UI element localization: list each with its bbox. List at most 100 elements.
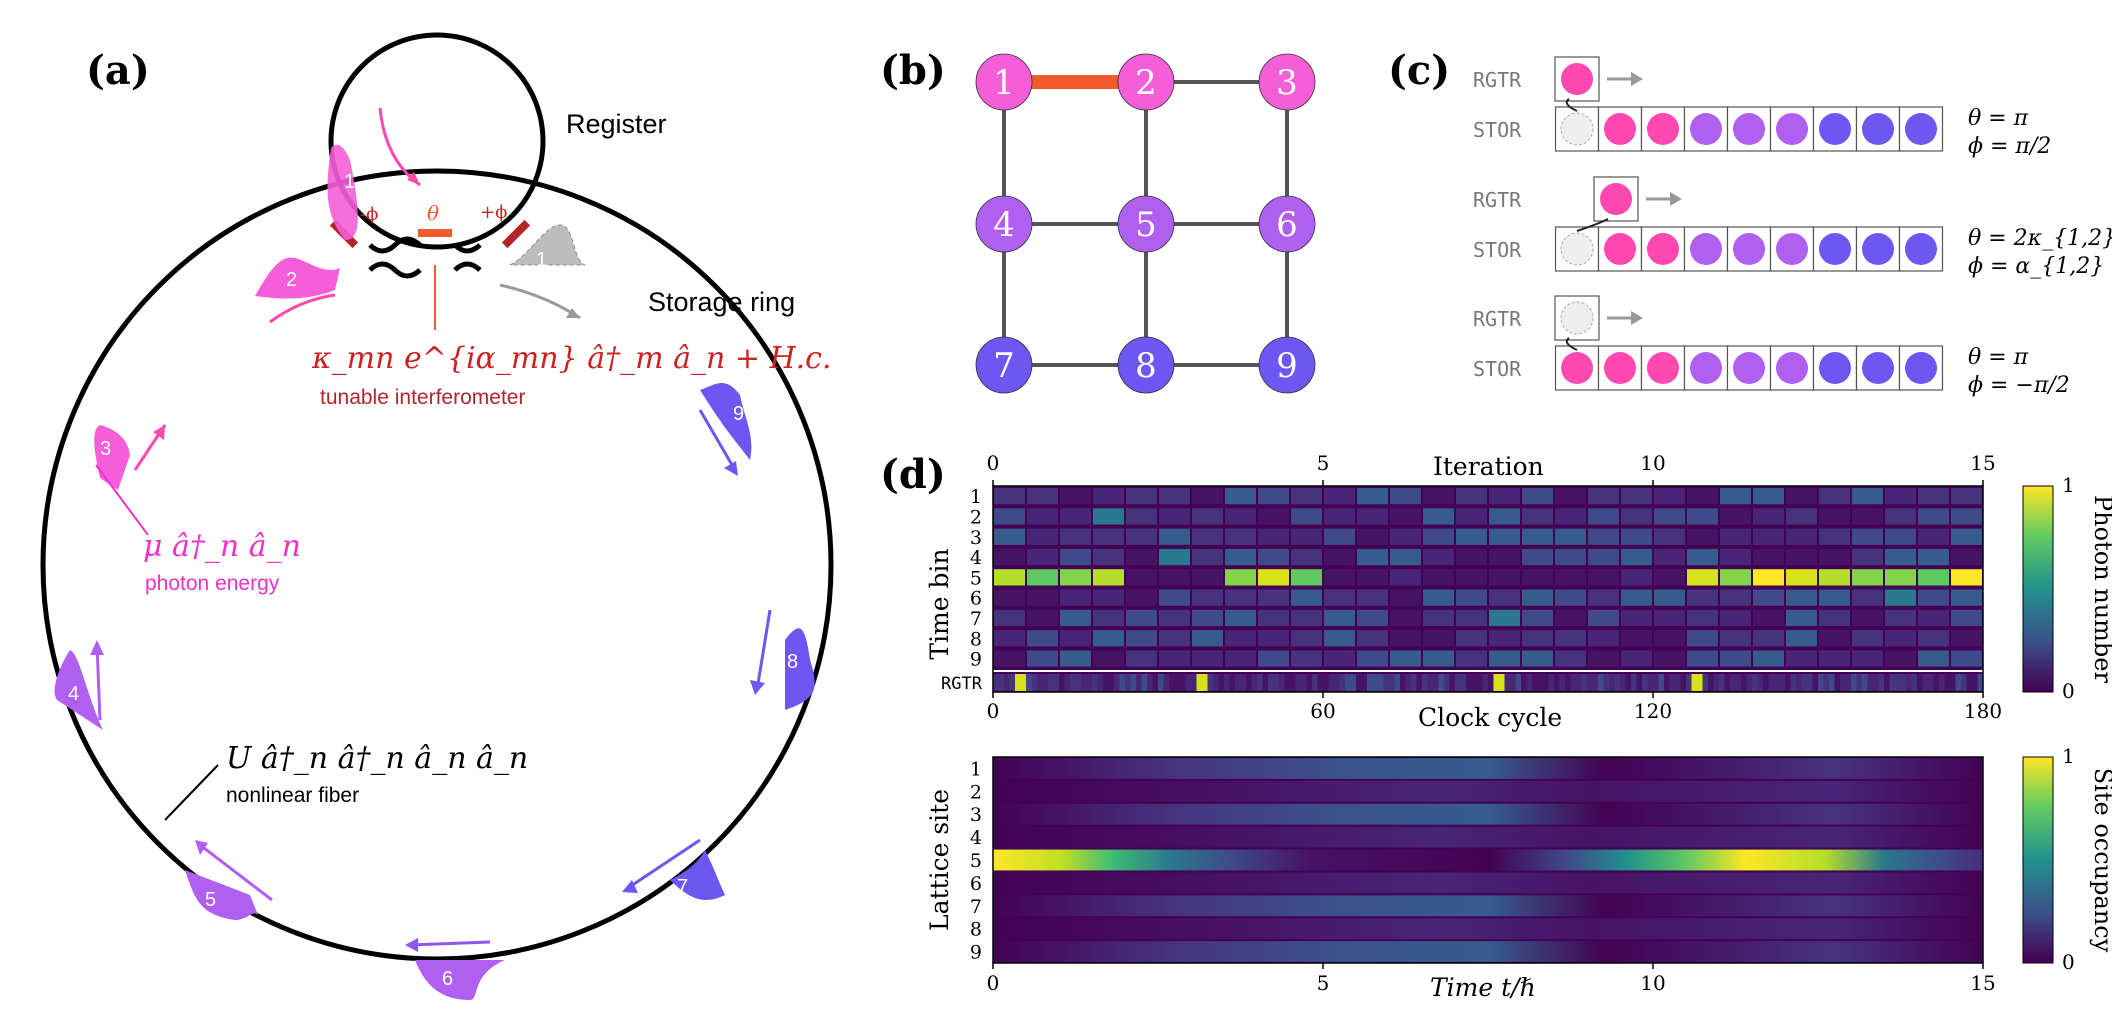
heatmap-cell xyxy=(1753,630,1784,647)
heatmap-cell xyxy=(1588,528,1619,545)
rgtr-cell xyxy=(1295,674,1302,691)
rgtr-cell xyxy=(1757,674,1764,691)
heatmap-cell xyxy=(1918,569,1949,586)
rgtr-label: RGTR xyxy=(1473,188,1522,212)
rgtr-cell xyxy=(1174,674,1181,691)
heatmap-cell xyxy=(1621,589,1652,606)
site-band xyxy=(993,918,1983,940)
rgtr-cell xyxy=(1570,674,1577,691)
storage-pulse xyxy=(1733,233,1765,265)
heatmap-cell xyxy=(1786,589,1817,606)
rgtr-cell xyxy=(1614,674,1621,691)
heatmap-cell xyxy=(1093,589,1124,606)
heatmap-cell xyxy=(1819,609,1850,627)
photon-colorbar-max: 1 xyxy=(2062,473,2075,497)
rgtr-cell xyxy=(1169,674,1175,691)
heatmap-cell xyxy=(1753,569,1784,586)
rgtr-cell xyxy=(1807,674,1813,691)
heatmap-cell xyxy=(1093,548,1124,566)
heatmap-cell xyxy=(1291,650,1322,667)
heatmap-cell xyxy=(1720,548,1751,566)
heatmap-cell xyxy=(1489,488,1520,505)
lattice-site-tick-label: 9 xyxy=(970,942,982,964)
heatmap-cell xyxy=(1885,650,1916,667)
time-bin-tick-label: 9 xyxy=(970,649,982,671)
energy-leader-line xyxy=(95,464,149,536)
rgtr-cell xyxy=(1697,674,1703,691)
rgtr-cell xyxy=(1218,674,1225,691)
pulse-5-arrow xyxy=(199,843,273,902)
heatmap-cell xyxy=(1720,508,1751,525)
rgtr-cell xyxy=(1246,674,1252,691)
heatmap-cell xyxy=(1324,630,1355,647)
rgtr-cell xyxy=(1240,674,1247,691)
rgtr-cell xyxy=(1845,674,1852,691)
rgtr-cell xyxy=(1653,674,1659,691)
rgtr-cell xyxy=(1911,674,1918,691)
heatmap-cell xyxy=(1423,650,1454,667)
heatmap-cell xyxy=(994,650,1025,667)
heatmap-cell xyxy=(1786,609,1817,627)
phase-shifter-right xyxy=(501,219,531,249)
rgtr-cell xyxy=(1691,674,1698,691)
heatmap-cell xyxy=(1522,650,1553,667)
rgtr-cell xyxy=(1317,674,1324,691)
rgtr-cell xyxy=(1702,674,1709,691)
rgtr-cell xyxy=(1411,674,1417,691)
heatmap-cell xyxy=(1456,528,1487,545)
rgtr-cell xyxy=(1603,674,1610,691)
rgtr-cell xyxy=(1493,674,1500,691)
site-band xyxy=(993,758,1983,779)
heatmap-cell xyxy=(1621,548,1652,566)
heatmap-cell xyxy=(1786,650,1817,667)
heatmap-cell xyxy=(1885,589,1916,606)
heatmap-cell xyxy=(1720,609,1751,627)
ghost-pulse xyxy=(509,224,586,266)
heatmap-cell xyxy=(1192,609,1223,627)
rgtr-cell xyxy=(1592,674,1599,691)
heatmap-cell xyxy=(1258,630,1289,647)
heatmap-cell xyxy=(1819,650,1850,667)
rgtr-cell xyxy=(1515,674,1522,691)
storage-pulse xyxy=(1776,233,1808,265)
pulse-6-arrowhead xyxy=(405,938,418,952)
heatmap-cell xyxy=(1027,508,1058,525)
heatmap-cell xyxy=(1885,508,1916,525)
panel-c-label: (c) xyxy=(1388,47,1450,94)
heatmap-cell xyxy=(1951,528,1982,545)
rgtr-cell xyxy=(1972,674,1978,691)
time-tick-label: 15 xyxy=(1970,971,1995,995)
rgtr-cell xyxy=(1400,674,1406,691)
storage-pulse xyxy=(1819,233,1851,265)
rgtr-cell xyxy=(1273,674,1280,691)
heatmap-cell xyxy=(1423,528,1454,545)
heatmap-cell xyxy=(1852,609,1883,627)
rgtr-cell xyxy=(1741,674,1747,691)
plus-phi-label: +ϕ xyxy=(480,202,507,223)
photon-colorbar xyxy=(2022,485,2054,693)
rgtr-cell xyxy=(1444,674,1450,691)
heatmap-cell xyxy=(1555,609,1586,627)
rgtr-cell xyxy=(1504,674,1511,691)
heatmap-cell xyxy=(1555,630,1586,647)
rgtr-cell xyxy=(1334,674,1340,691)
lattice-site-tick-label: 1 xyxy=(970,758,982,780)
heatmap-cell xyxy=(1918,589,1949,606)
heatmap-cell xyxy=(1324,609,1355,627)
pulse-9-label: 9 xyxy=(733,403,744,425)
rgtr-cell xyxy=(1268,674,1274,691)
lattice-site-tick-label: 6 xyxy=(970,873,982,895)
rgtr-cell xyxy=(1097,674,1104,691)
heatmap-cell xyxy=(1588,488,1619,505)
register-flow-arrowhead xyxy=(407,172,420,185)
heatmap-cell xyxy=(1159,528,1190,545)
heatmap-cell xyxy=(1852,508,1883,525)
heatmap-cell xyxy=(1489,569,1520,586)
heatmap-cell xyxy=(1522,569,1553,586)
pulse-2-arrow xyxy=(269,293,336,324)
rgtr-cell xyxy=(1433,674,1439,691)
heatmap-cell xyxy=(1621,488,1652,505)
storage-pulse xyxy=(1560,112,1594,146)
heatmap-cell xyxy=(1456,488,1487,505)
time-axis-label: Time t/ℏ xyxy=(1430,973,1536,1002)
